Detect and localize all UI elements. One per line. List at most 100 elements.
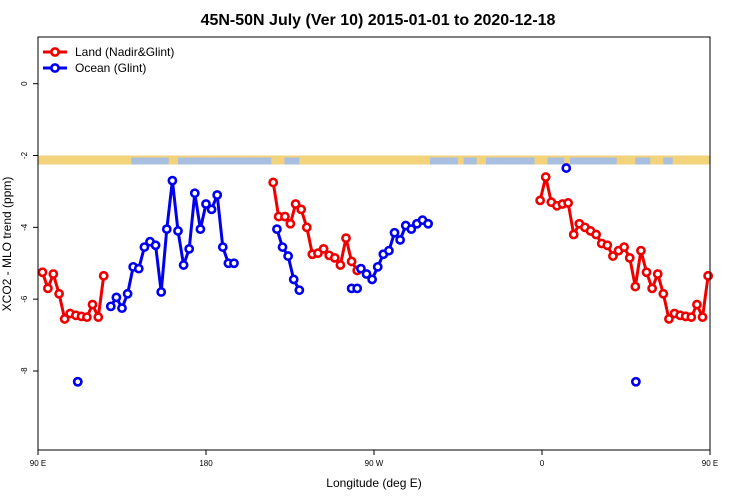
data-point-land bbox=[280, 211, 290, 222]
ocean-band-segment bbox=[570, 157, 617, 165]
data-point-ocean bbox=[283, 251, 294, 261]
data-point-land bbox=[98, 270, 109, 281]
y-tick-label: -2 bbox=[20, 151, 29, 159]
x-tick-label: 90 W bbox=[365, 459, 384, 468]
data-point-land bbox=[296, 204, 307, 215]
series-line-ocean bbox=[109, 179, 234, 310]
data-point-land bbox=[82, 312, 92, 323]
data-point-land bbox=[301, 222, 312, 233]
data-point-land bbox=[59, 314, 70, 324]
data-point-land bbox=[540, 172, 551, 182]
data-point-ocean bbox=[150, 240, 161, 251]
data-point-ocean bbox=[178, 260, 189, 270]
data-point-ocean bbox=[277, 242, 288, 252]
ocean-band-segment bbox=[547, 157, 565, 165]
data-point-ocean bbox=[352, 283, 363, 294]
data-point-land bbox=[285, 218, 296, 229]
data-point-land bbox=[341, 233, 351, 244]
data-point-land bbox=[591, 229, 602, 240]
data-point-ocean bbox=[167, 175, 178, 186]
data-point-land bbox=[686, 312, 697, 323]
ocean-band-segment bbox=[131, 157, 150, 165]
data-point-ocean bbox=[367, 274, 378, 285]
data-point-land bbox=[93, 312, 104, 323]
data-point-ocean bbox=[122, 288, 133, 299]
y-tick-label: 0 bbox=[20, 81, 29, 86]
y-axis: 0 -2 -4 -6 -8 bbox=[20, 81, 38, 375]
data-point-ocean bbox=[389, 227, 400, 238]
data-point-ocean bbox=[72, 376, 83, 387]
y-tick-label: -8 bbox=[20, 367, 29, 375]
data-point-ocean bbox=[217, 242, 228, 252]
legend-label: Land (Nadir&Glint) bbox=[75, 45, 174, 59]
data-point-land bbox=[658, 288, 669, 299]
data-point-land bbox=[48, 269, 59, 279]
legend-label: Ocean (Glint) bbox=[75, 61, 146, 75]
data-point-land bbox=[290, 199, 301, 209]
data-point-ocean bbox=[630, 376, 641, 387]
data-point-ocean bbox=[212, 190, 223, 200]
legend-marker bbox=[50, 47, 60, 57]
ocean-band-segment bbox=[663, 157, 673, 165]
data-point-ocean bbox=[184, 243, 195, 254]
data-point-ocean bbox=[161, 224, 172, 235]
data-point-ocean bbox=[133, 263, 144, 274]
legend-marker bbox=[50, 63, 60, 73]
data-point-land bbox=[87, 299, 98, 310]
x-tick-label: 0 bbox=[540, 459, 545, 468]
data-point-land bbox=[636, 245, 646, 256]
data-point-land bbox=[42, 283, 53, 294]
data-point-ocean bbox=[139, 242, 150, 252]
data-point-land bbox=[608, 251, 618, 261]
data-point-land bbox=[318, 243, 329, 254]
data-point-land bbox=[335, 260, 346, 270]
data-point-ocean bbox=[206, 204, 217, 215]
data-point-land bbox=[37, 267, 48, 278]
ocean-band-segment bbox=[150, 157, 169, 165]
land-mask-band bbox=[38, 155, 710, 165]
data-point-land bbox=[563, 198, 574, 208]
data-point-ocean bbox=[105, 301, 116, 312]
data-point-land bbox=[568, 229, 579, 240]
legend: Land (Nadir&Glint) Ocean (Glint) bbox=[43, 45, 174, 75]
ocean-band-segment bbox=[284, 157, 300, 165]
ocean-band-segment bbox=[486, 157, 535, 165]
y-axis-label: XCO2 - MLO trend (ppm) bbox=[0, 177, 14, 312]
data-point-ocean bbox=[288, 274, 299, 285]
x-tick-label: 180 bbox=[199, 459, 213, 468]
data-point-ocean bbox=[372, 261, 383, 272]
data-point-ocean bbox=[229, 258, 239, 269]
data-point-ocean bbox=[423, 218, 434, 229]
data-point-ocean bbox=[111, 292, 122, 303]
land-band bbox=[38, 155, 710, 165]
ocean-band-segment bbox=[430, 157, 458, 165]
data-point-land bbox=[630, 281, 641, 292]
series-layer bbox=[37, 163, 714, 387]
data-point-ocean bbox=[361, 269, 372, 279]
data-point-ocean bbox=[156, 287, 167, 297]
chart-title: 45N-50N July (Ver 10) 2015-01-01 to 2020… bbox=[201, 12, 556, 29]
data-point-land bbox=[697, 312, 708, 323]
data-point-land bbox=[624, 252, 635, 263]
data-point-ocean bbox=[195, 224, 206, 235]
x-axis-label: Longitude (deg E) bbox=[326, 476, 421, 490]
data-point-ocean bbox=[395, 235, 406, 245]
data-point-ocean bbox=[189, 188, 200, 199]
x-tick-label: 90 E bbox=[702, 459, 718, 468]
data-point-ocean bbox=[173, 226, 183, 236]
data-point-ocean bbox=[384, 245, 394, 256]
ocean-band-segment bbox=[635, 157, 651, 165]
data-point-land bbox=[346, 256, 357, 267]
data-point-ocean bbox=[406, 224, 417, 235]
ocean-band-segment bbox=[243, 157, 272, 165]
ocean-band-segment bbox=[215, 157, 244, 165]
data-point-ocean bbox=[201, 199, 211, 209]
data-point-ocean bbox=[356, 263, 366, 274]
data-point-land bbox=[641, 267, 652, 278]
data-point-land bbox=[619, 242, 630, 252]
x-axis: 90 E 180 90 W 0 90 E bbox=[30, 450, 718, 468]
y-tick-label: -4 bbox=[20, 223, 29, 231]
data-point-ocean bbox=[294, 285, 305, 296]
data-point-land bbox=[692, 299, 702, 310]
data-point-land bbox=[664, 314, 674, 324]
